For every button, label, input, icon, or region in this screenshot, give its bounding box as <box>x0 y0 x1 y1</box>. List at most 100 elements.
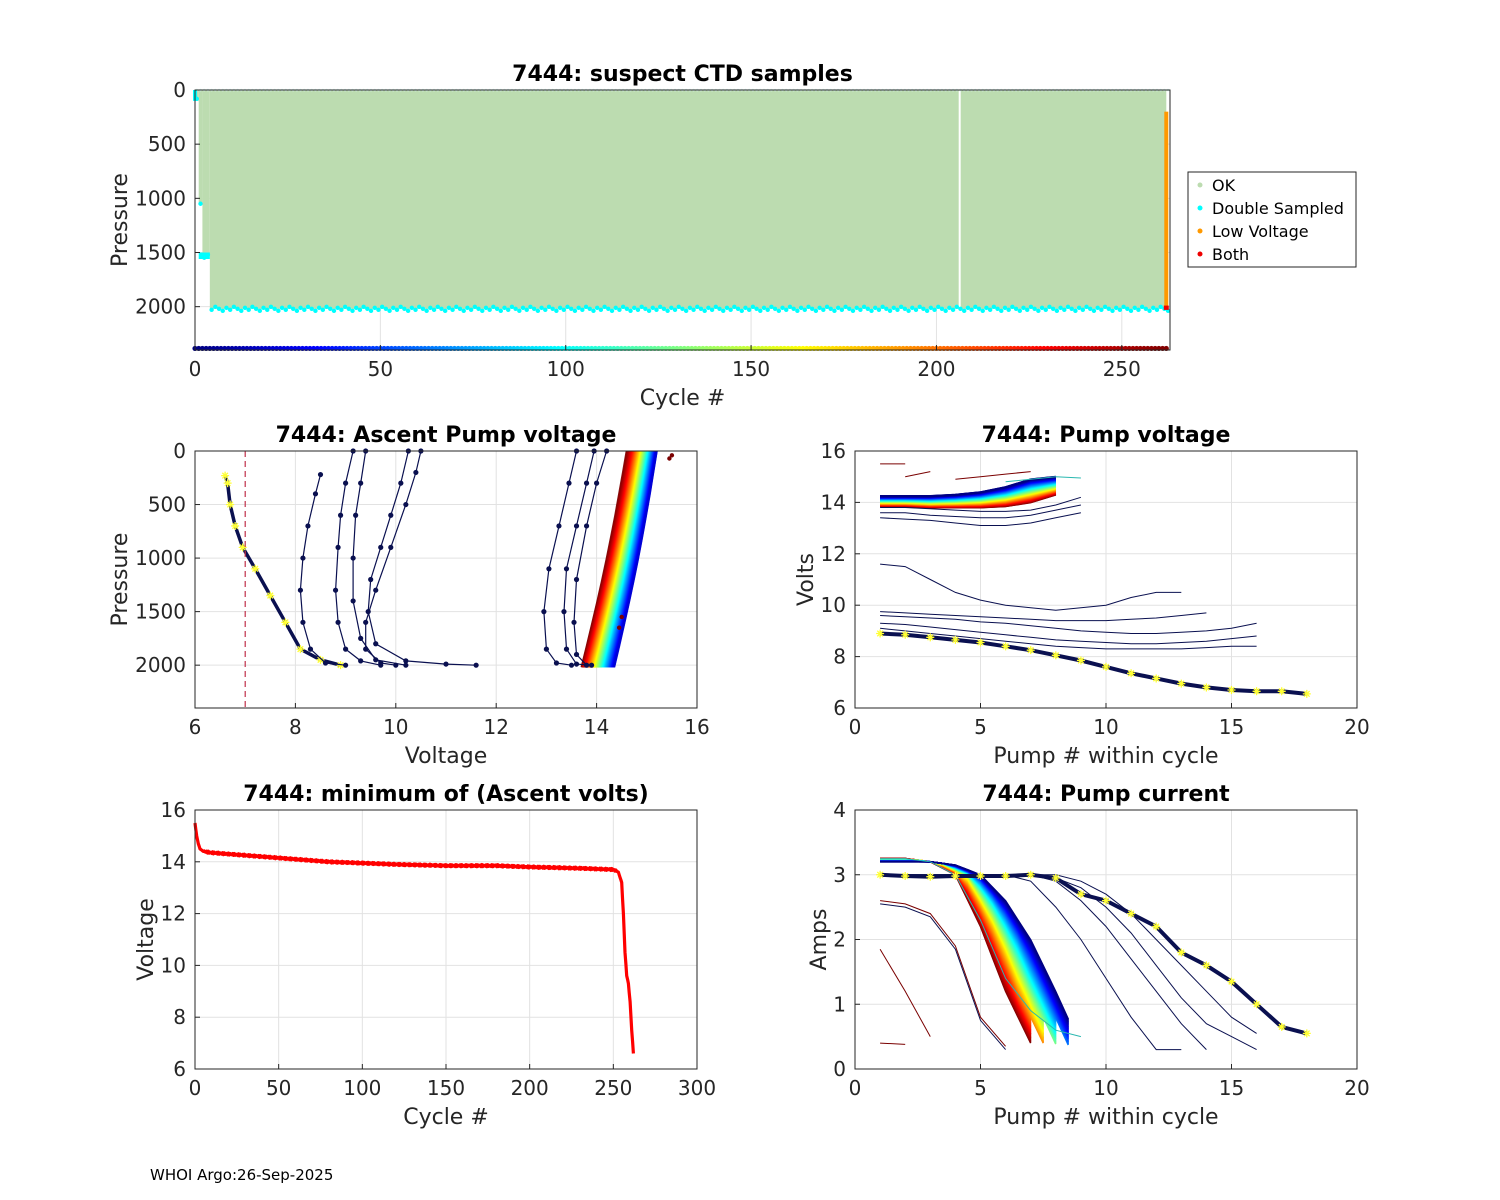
double-sampled-point <box>1050 306 1056 312</box>
y-tick-label: 0 <box>833 1057 846 1081</box>
pump-voltage-curve <box>880 504 1081 519</box>
y-axis-label: Pressure <box>108 533 133 627</box>
cloud-profile <box>613 450 658 668</box>
x-tick-label: 15 <box>1219 1076 1244 1100</box>
double-sampled-point <box>980 308 985 314</box>
ascent-profile-point <box>305 523 311 529</box>
double-sampled-point <box>761 305 767 311</box>
double-sampled-point <box>294 308 300 314</box>
double-sampled-point <box>772 306 778 312</box>
x-axis-label: Voltage <box>405 744 488 769</box>
ascent-profile-point <box>573 523 580 529</box>
double-sampled-point <box>932 307 937 313</box>
double-sampled-point <box>583 304 589 310</box>
double-sampled-point <box>961 308 967 314</box>
double-sampled-points <box>193 88 1171 314</box>
double-sampled-point <box>613 305 618 311</box>
double-sampled-point <box>372 305 377 311</box>
ascent-profile-point <box>588 662 595 668</box>
double-sampled-point <box>987 307 993 313</box>
double-sampled-point <box>198 201 203 206</box>
pump-voltage-curve <box>880 627 1257 650</box>
highlight-point <box>221 471 230 480</box>
ascent-profile-point <box>300 619 306 625</box>
double-sampled-point <box>517 308 522 314</box>
extra-point <box>619 614 624 620</box>
double-sampled-point <box>320 307 326 313</box>
double-sampled-point <box>984 305 989 311</box>
double-sampled-point <box>910 305 915 311</box>
double-sampled-point <box>539 305 544 311</box>
pump-current-curve <box>880 1042 906 1045</box>
double-sampled-point <box>891 305 896 311</box>
double-sampled-point <box>465 305 470 311</box>
plot-content <box>221 448 675 708</box>
ascent-profile-point <box>546 566 552 572</box>
final-current-point <box>976 872 985 881</box>
low-voltage-samples <box>1164 111 1169 309</box>
double-sampled-point <box>669 305 674 311</box>
double-sampled-point <box>235 306 240 312</box>
double-sampled-point <box>1039 305 1045 311</box>
double-sampled-point <box>787 304 793 310</box>
double-sampled-point <box>513 306 518 312</box>
legend-box <box>1187 171 1357 268</box>
ascent-profile-point <box>594 480 600 486</box>
double-sampled-point <box>420 306 426 312</box>
pump-voltage-curve <box>880 512 1081 526</box>
y-tick-label: 0 <box>173 439 186 463</box>
double-sampled-point <box>654 307 659 313</box>
double-sampled-point <box>813 308 819 314</box>
double-sampled-point <box>839 307 845 313</box>
double-sampled-point <box>1110 308 1115 314</box>
double-sampled-point <box>305 304 311 310</box>
double-sampled-point <box>335 305 340 311</box>
final-voltage-point <box>1076 656 1085 665</box>
double-sampled-point <box>999 308 1004 314</box>
ok-samples <box>202 90 210 256</box>
x-tick-label: 8 <box>289 715 302 739</box>
ascent-profile <box>563 450 595 666</box>
double-sampled-point <box>272 306 277 312</box>
final-current-point <box>1001 872 1010 881</box>
plot-content <box>876 463 1311 698</box>
ascent-profile-point <box>343 480 349 486</box>
double-sampled-point <box>242 305 248 311</box>
double-sampled-point <box>587 306 592 312</box>
ascent-profile-point <box>403 662 409 668</box>
double-sampled-point <box>887 308 893 314</box>
double-sampled-point <box>413 307 418 313</box>
double-sampled-point <box>209 307 214 313</box>
final-current-point <box>1302 1029 1311 1038</box>
double-sampled-point <box>835 305 841 311</box>
double-sampled-point <box>973 304 978 310</box>
x-tick-label: 250 <box>1103 357 1141 381</box>
pump-voltage-curve <box>880 475 1056 497</box>
y-tick-label: 12 <box>161 902 186 926</box>
panel-pump_current: 0 5 10 15 20 0 1 2 3 4 7444: Pump current Pump # wi… <box>807 782 1370 1130</box>
x-tick-label: 0 <box>189 357 202 381</box>
x-tick-label: 10 <box>383 715 408 739</box>
ascent-profile-point <box>583 523 590 529</box>
ascent-profile-point <box>563 566 570 572</box>
ascent-profile-point <box>393 662 399 668</box>
y-tick-label: 500 <box>148 132 186 156</box>
highlight-point <box>231 521 240 530</box>
double-sampled-point <box>431 307 437 313</box>
double-sampled-point <box>376 307 381 313</box>
ascent-profile-point <box>443 661 449 667</box>
double-sampled-point <box>1102 304 1108 310</box>
double-sampled-point <box>354 305 359 311</box>
x-tick-label: 16 <box>684 715 709 739</box>
double-sampled-point <box>854 305 859 311</box>
double-sampled-point <box>821 307 826 313</box>
double-sampled-point <box>435 304 440 310</box>
double-sampled-point <box>439 306 444 312</box>
pump-voltage-curve <box>880 563 1182 611</box>
ascent-profile-point <box>573 576 580 583</box>
ascent-profile-point <box>566 480 572 486</box>
double-sampled-point <box>213 304 218 310</box>
ascent-profile-point <box>358 635 364 641</box>
pump-voltage-curve <box>880 496 1082 512</box>
double-sampled-point <box>361 304 366 310</box>
